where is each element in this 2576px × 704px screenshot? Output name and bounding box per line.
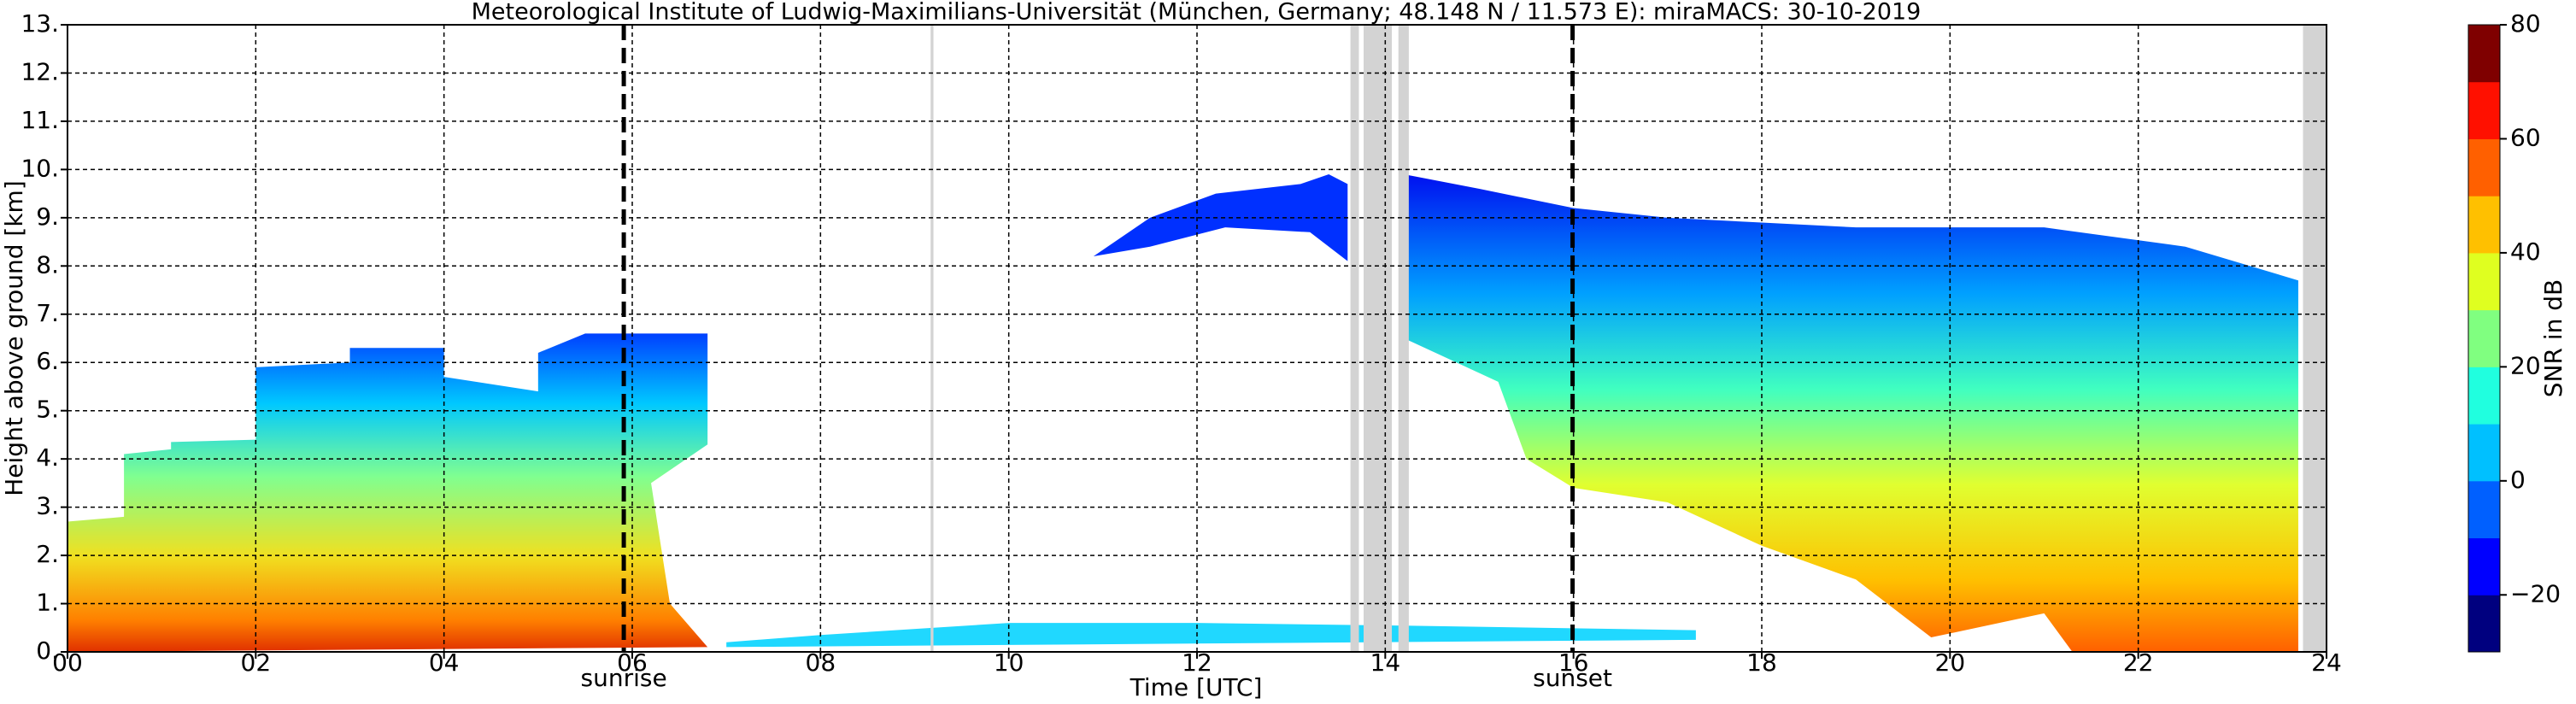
missing-data	[1398, 25, 1409, 652]
y-tick-label: 4.	[36, 443, 59, 472]
y-tick-label: 5.	[36, 396, 59, 424]
colorbar-band	[2468, 138, 2500, 197]
echo-region	[67, 333, 708, 652]
x-tick-label: 02	[241, 648, 272, 677]
x-tick-label: 04	[429, 648, 460, 677]
x-tick-label: 24	[2311, 648, 2342, 677]
x-tick-label: 08	[806, 648, 836, 677]
colorbar-band	[2468, 25, 2500, 83]
colorbar-tick-label: 0	[2510, 466, 2526, 494]
echo-region	[726, 623, 1696, 648]
y-tick-label: 3.	[36, 492, 59, 520]
missing-data	[1350, 25, 1359, 652]
missing-data	[2303, 25, 2327, 652]
echo-region	[1404, 174, 2298, 652]
x-tick-label: 22	[2123, 648, 2154, 677]
colorbar-label: SNR in dB	[2539, 279, 2567, 397]
y-axis-label: Height above ground [km]	[0, 180, 28, 496]
colorbar-frame	[2467, 24, 2501, 653]
y-tick-label: 9.	[36, 202, 59, 231]
echo-region	[1093, 174, 1348, 261]
colorbar-band	[2468, 595, 2500, 653]
x-tick-label: 12	[1182, 648, 1212, 677]
colorbar-band	[2468, 537, 2500, 595]
y-tick-label: 6.	[36, 347, 59, 375]
y-tick-label: 7.	[36, 299, 59, 327]
colorbar-tick-label: 40	[2510, 238, 2541, 266]
y-tick-label: 8.	[36, 250, 59, 279]
y-tick-label: 10.	[21, 154, 59, 182]
x-tick-label: 20	[1935, 648, 1966, 677]
x-tick-label: 10	[994, 648, 1024, 677]
annotation-label: sunset	[1533, 664, 1612, 692]
colorbar-band	[2468, 196, 2500, 254]
colorbar-band	[2468, 367, 2500, 425]
annotation-label: sunrise	[580, 664, 666, 692]
colorbar-band	[2468, 252, 2500, 311]
x-tick-label: 14	[1370, 648, 1401, 677]
colorbar-band	[2468, 309, 2500, 367]
y-tick-label: 13.	[21, 9, 59, 38]
colorbar-tick-label: 80	[2510, 9, 2541, 38]
y-tick-label: 12.	[21, 57, 59, 85]
plot-frame	[67, 24, 2327, 653]
y-tick-label: 11.	[21, 106, 59, 134]
missing-data	[1363, 25, 1393, 652]
chart-title: Meteorological Institute of Ludwig-Maxim…	[472, 0, 1922, 26]
colorbar-band	[2468, 424, 2500, 482]
colorbar-band	[2468, 480, 2500, 539]
colorbar-tick-label: 20	[2510, 351, 2541, 379]
y-tick-label: 2.	[36, 540, 59, 568]
x-tick-label: 16	[1558, 648, 1589, 677]
colorbar-tick-label: −20	[2510, 579, 2561, 607]
colorbar-tick-label: 60	[2510, 123, 2541, 151]
y-tick-label: 0.	[36, 637, 59, 665]
x-axis-label: Time [UTC]	[1130, 673, 1263, 701]
y-tick-label: 1.	[36, 589, 59, 617]
colorbar-band	[2468, 81, 2500, 139]
missing-data	[930, 25, 934, 652]
x-tick-label: 06	[617, 648, 648, 677]
x-tick-label: 00	[52, 648, 83, 677]
x-tick-label: 18	[1746, 648, 1777, 677]
